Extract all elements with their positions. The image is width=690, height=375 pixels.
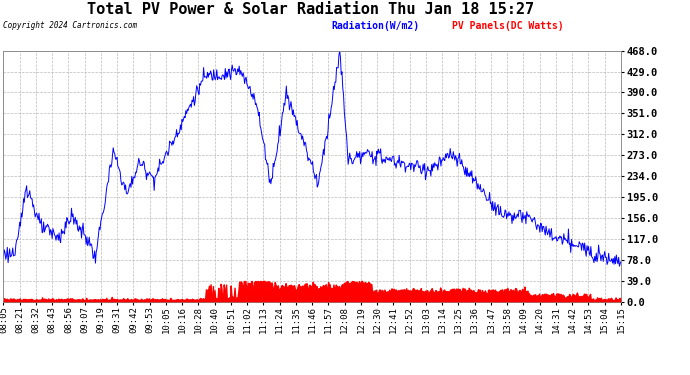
Text: PV Panels(DC Watts): PV Panels(DC Watts) xyxy=(452,21,564,31)
Text: Copyright 2024 Cartronics.com: Copyright 2024 Cartronics.com xyxy=(3,21,137,30)
Text: Radiation(W/m2): Radiation(W/m2) xyxy=(331,21,420,31)
Text: Total PV Power & Solar Radiation Thu Jan 18 15:27: Total PV Power & Solar Radiation Thu Jan… xyxy=(87,2,534,17)
